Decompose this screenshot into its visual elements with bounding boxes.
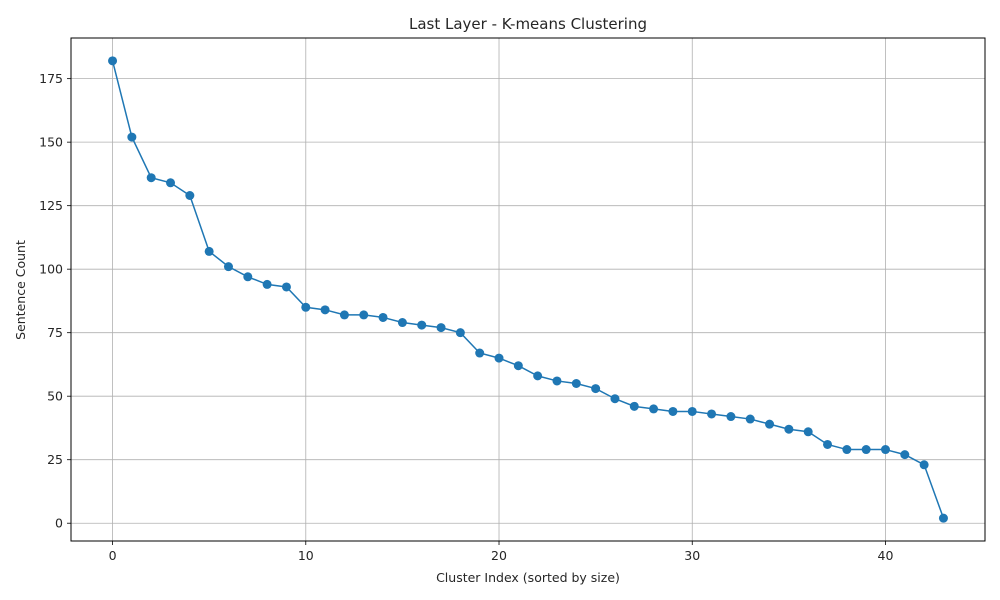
data-point (726, 412, 736, 422)
data-point (513, 361, 523, 371)
data-point (629, 401, 639, 411)
y-tick-label: 25 (47, 452, 63, 467)
y-tick-label: 100 (39, 262, 63, 277)
data-point (880, 445, 890, 455)
data-point (320, 305, 330, 315)
x-tick-label: 40 (878, 548, 894, 563)
data-point (610, 394, 620, 404)
data-point (784, 424, 794, 434)
plot-frame (70, 37, 986, 542)
x-tick-label: 30 (684, 548, 700, 563)
series (108, 56, 948, 523)
data-point (765, 419, 775, 429)
data-point (649, 404, 659, 414)
data-point (687, 406, 697, 416)
chart-title: Last Layer - K-means Clustering (409, 15, 647, 33)
data-point (146, 173, 156, 183)
x-axis-label: Cluster Index (sorted by size) (436, 570, 620, 585)
data-point (552, 376, 562, 386)
y-axis-label: Sentence Count (13, 240, 28, 340)
y-tick-label: 0 (55, 516, 63, 531)
data-point (339, 310, 349, 320)
data-point (803, 427, 813, 437)
data-point (900, 450, 910, 460)
data-point (919, 460, 929, 470)
y-tick-label: 75 (47, 325, 63, 340)
data-point (262, 279, 272, 289)
data-point (417, 320, 427, 330)
data-point (166, 178, 176, 188)
data-point (108, 56, 118, 66)
data-point (378, 312, 388, 322)
data-point (842, 445, 852, 455)
y-tick-label: 150 (39, 135, 63, 150)
data-point (707, 409, 717, 419)
data-point (436, 323, 446, 333)
x-tick-label: 0 (109, 548, 117, 563)
data-point (243, 272, 253, 282)
data-point (823, 439, 833, 449)
data-point (938, 513, 948, 523)
x-tick-label: 10 (298, 548, 314, 563)
data-point (861, 445, 871, 455)
y-tick-label: 175 (39, 71, 63, 86)
y-tick-label: 125 (39, 198, 63, 213)
data-point (668, 406, 678, 416)
data-point (455, 328, 465, 338)
data-point (301, 302, 311, 312)
data-point (204, 246, 214, 256)
y-tick-label: 50 (47, 389, 63, 404)
data-point (359, 310, 369, 320)
x-tick-label: 20 (491, 548, 507, 563)
grid (71, 38, 985, 541)
data-point (223, 262, 233, 272)
data-point (745, 414, 755, 424)
data-point (571, 378, 581, 388)
data-point (185, 191, 195, 201)
data-point (281, 282, 291, 292)
ticks: 0 10 20 30 40 0 25 50 75 100 125 150 175 (39, 71, 893, 563)
data-point (591, 384, 601, 394)
data-point (494, 353, 504, 363)
data-point (475, 348, 485, 358)
data-point (397, 318, 407, 328)
data-point (533, 371, 543, 381)
data-point (127, 132, 137, 142)
